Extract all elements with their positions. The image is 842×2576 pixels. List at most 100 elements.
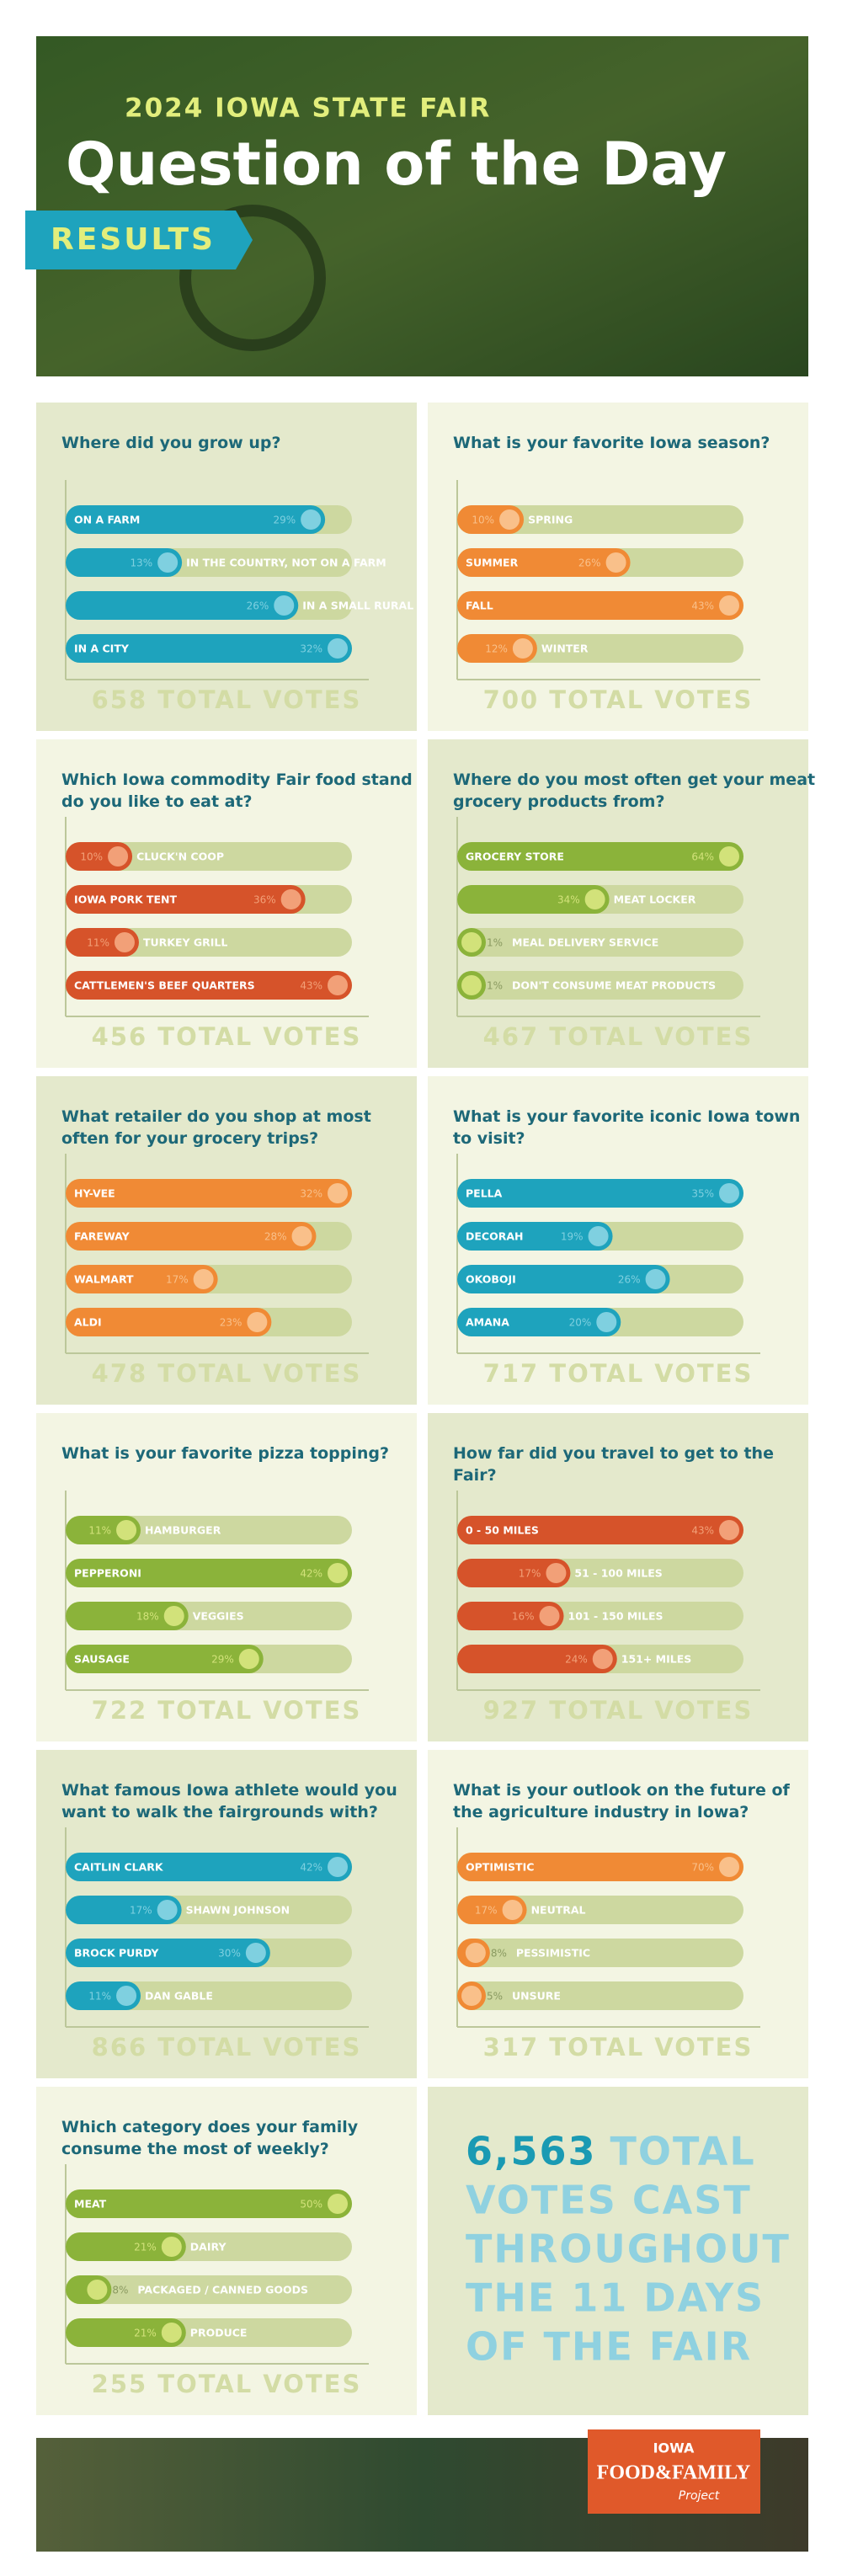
summary-number: 6,563 bbox=[466, 2129, 597, 2174]
bar-end bbox=[116, 1520, 137, 1540]
panel-title: What famous Iowa athlete would you want t… bbox=[61, 1781, 397, 1821]
summary-line: THROUGHOUT bbox=[466, 2227, 791, 2272]
value-label: 8% bbox=[491, 1948, 507, 1960]
value-label: 28% bbox=[264, 1231, 287, 1243]
category-label: IN THE COUNTRY, NOT ON A FARM bbox=[186, 557, 386, 569]
header-shade bbox=[36, 36, 808, 376]
category-label: AMANA bbox=[466, 1316, 509, 1329]
bar bbox=[457, 1602, 564, 1630]
value-label: 26% bbox=[578, 557, 601, 569]
value-label: 64% bbox=[691, 851, 714, 863]
track bbox=[66, 842, 352, 871]
value-label: 36% bbox=[253, 894, 276, 906]
bar-end bbox=[108, 846, 129, 867]
track bbox=[457, 1939, 743, 1967]
value-label: 42% bbox=[300, 1862, 322, 1874]
value-label: 29% bbox=[273, 515, 296, 526]
bar-end bbox=[584, 889, 605, 909]
total-votes: 866 TOTAL VOTES bbox=[92, 2033, 362, 2061]
bar-end bbox=[291, 1226, 312, 1246]
bar bbox=[66, 1308, 272, 1336]
bar bbox=[457, 548, 631, 577]
category-label: DAN GABLE bbox=[145, 1990, 213, 2003]
logo-sub: Project bbox=[679, 2489, 720, 2503]
bar bbox=[66, 885, 306, 914]
value-label: 19% bbox=[561, 1231, 584, 1243]
total-votes: 658 TOTAL VOTES bbox=[92, 685, 362, 714]
value-label: 32% bbox=[300, 1188, 322, 1200]
bar-end bbox=[301, 509, 322, 530]
bar-end bbox=[645, 1269, 666, 1289]
category-label: GROCERY STORE bbox=[466, 851, 564, 863]
category-label: 51 - 100 MILES bbox=[574, 1567, 662, 1580]
bar-end bbox=[114, 932, 135, 952]
bar-end bbox=[157, 1900, 178, 1920]
value-label: 13% bbox=[130, 557, 152, 569]
category-label: WINTER bbox=[541, 643, 589, 655]
category-label: OPTIMISTIC bbox=[466, 1861, 534, 1874]
value-label: 12% bbox=[485, 643, 508, 655]
value-label: 17% bbox=[475, 1905, 498, 1917]
bar bbox=[457, 1853, 743, 1881]
panel-title: Where did you grow up? bbox=[61, 434, 281, 452]
category-label: 151+ MILES bbox=[621, 1653, 692, 1666]
category-label: 101 - 150 MILES bbox=[568, 1610, 663, 1623]
value-label: 11% bbox=[88, 1525, 111, 1537]
panel-title: What is your favorite iconic Iowa town to… bbox=[453, 1107, 800, 1148]
bar-end bbox=[546, 1563, 567, 1583]
ribbon-text: RESULTS bbox=[51, 222, 216, 257]
value-label: 70% bbox=[691, 1862, 714, 1874]
value-label: 17% bbox=[519, 1568, 541, 1580]
bar-end bbox=[328, 1563, 348, 1583]
logo-main: FOOD&FAMILY bbox=[597, 2462, 751, 2484]
bar-end bbox=[328, 1183, 348, 1203]
bar-end bbox=[588, 1226, 609, 1246]
panel-title: Where do you most often get your meat gro… bbox=[453, 771, 815, 811]
bar bbox=[66, 1896, 182, 1924]
category-label: FAREWAY bbox=[74, 1230, 131, 1243]
category-label: SAUSAGE bbox=[74, 1653, 130, 1666]
bar bbox=[457, 1645, 617, 1673]
category-label: PEPPERONI bbox=[74, 1567, 141, 1580]
category-label: CLUCK'N COOP bbox=[136, 851, 224, 863]
bar-end bbox=[461, 1986, 482, 2006]
value-label: 26% bbox=[618, 1274, 641, 1286]
category-label: SPRING bbox=[528, 514, 573, 526]
header-kicker: 2024 IOWA STATE FAIR bbox=[125, 93, 491, 124]
panel-title: How far did you travel to get to the Fair… bbox=[453, 1444, 774, 1485]
panels: Where did you grow up? 29% ON A FARM 13% IN … bbox=[36, 403, 815, 2415]
category-label: MEAT bbox=[74, 2198, 107, 2211]
value-label: 23% bbox=[220, 1317, 242, 1329]
track bbox=[457, 1896, 743, 1924]
bar-end bbox=[161, 2323, 182, 2343]
bar bbox=[457, 1222, 613, 1251]
bar bbox=[457, 1308, 621, 1336]
value-label: 50% bbox=[300, 2199, 322, 2211]
category-label: DECORAH bbox=[466, 1230, 523, 1243]
track bbox=[457, 971, 743, 1000]
category-label: HY-VEE bbox=[74, 1187, 115, 1200]
category-label: NEUTRAL bbox=[531, 1904, 586, 1917]
category-label: MEAT LOCKER bbox=[614, 893, 696, 906]
value-label: 8% bbox=[112, 2285, 128, 2296]
value-label: 17% bbox=[130, 1905, 152, 1917]
bar-end bbox=[499, 509, 520, 530]
category-label: SHAWN JOHNSON bbox=[186, 1904, 290, 1917]
bar-end bbox=[719, 1857, 739, 1877]
total-votes: 700 TOTAL VOTES bbox=[483, 685, 754, 714]
bar bbox=[66, 634, 352, 663]
track bbox=[457, 1981, 743, 2010]
category-label: SUMMER bbox=[466, 557, 519, 569]
bar-end bbox=[274, 595, 295, 616]
header-title: Question of the Day bbox=[66, 130, 727, 199]
panel-title: What is your outlook on the future of the… bbox=[453, 1781, 791, 1821]
value-label: 32% bbox=[300, 643, 322, 655]
value-label: 35% bbox=[691, 1188, 714, 1200]
panel-title: What retailer do you shop at most often f… bbox=[61, 1107, 371, 1148]
bar bbox=[66, 1222, 317, 1251]
total-votes: 317 TOTAL VOTES bbox=[483, 2033, 754, 2061]
bar-end bbox=[328, 1857, 348, 1877]
value-label: 30% bbox=[218, 1948, 241, 1960]
bar bbox=[66, 1939, 270, 1967]
